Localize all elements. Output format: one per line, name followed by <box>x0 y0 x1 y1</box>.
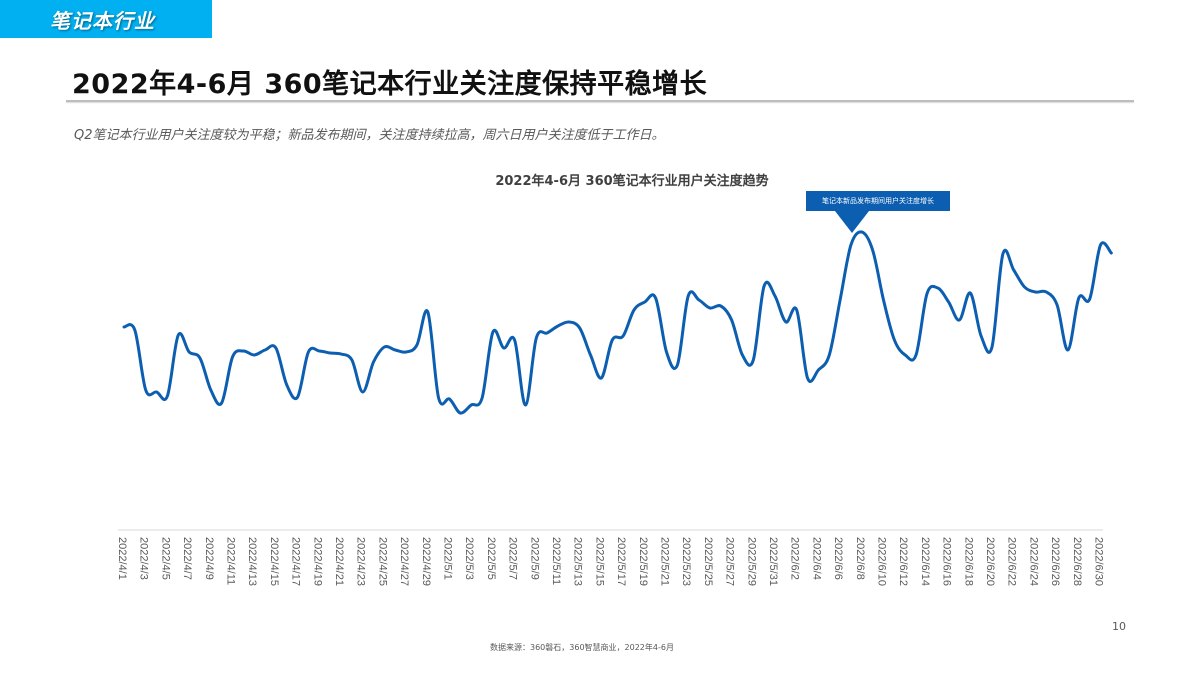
section-tag-label: 笔记本行业 <box>50 9 155 33</box>
x-tick-label: 2022/6/18 <box>962 537 974 586</box>
x-tick-label: 2022/6/24 <box>1027 537 1039 586</box>
x-tick-label: 2022/4/19 <box>311 537 323 586</box>
x-tick-label: 2022/5/27 <box>724 537 736 586</box>
chart-title-text: 2022年4-6月 360笔记本行业用户关注度趋势 <box>495 174 769 189</box>
x-tick-label: 2022/6/22 <box>1006 537 1018 586</box>
x-tick-label: 2022/4/9 <box>203 537 215 580</box>
x-tick-label: 2022/5/9 <box>528 537 540 580</box>
title-divider <box>66 100 1134 102</box>
x-tick-label: 2022/6/16 <box>941 537 953 586</box>
x-tick-label: 2022/6/26 <box>1049 537 1061 586</box>
x-tick-label: 2022/4/3 <box>138 537 150 580</box>
x-tick-label: 2022/6/8 <box>854 537 866 580</box>
x-tick-label: 2022/4/27 <box>398 537 410 586</box>
x-tick-label: 2022/6/4 <box>810 537 822 580</box>
x-tick-label: 2022/4/25 <box>376 537 388 586</box>
x-tick-label: 2022/5/23 <box>680 537 692 586</box>
section-tag: 笔记本行业 <box>0 0 212 38</box>
x-tick-label: 2022/6/30 <box>1093 537 1105 586</box>
chart-title: 2022年4-6月 360笔记本行业用户关注度趋势 <box>0 170 1200 189</box>
x-tick-label: 2022/6/28 <box>1071 537 1083 586</box>
x-tick-label: 2022/6/12 <box>897 537 909 586</box>
annotation-pointer <box>835 211 869 233</box>
page-subtitle: Q2笔记本行业用户关注度较为平稳；新品发布期间，关注度持续拉高，周六日用户关注度… <box>74 128 665 143</box>
x-tick-label: 2022/4/15 <box>268 537 280 586</box>
x-tick-label: 2022/5/15 <box>593 537 605 586</box>
x-tick-label: 2022/4/21 <box>333 537 345 586</box>
x-tick-label: 2022/5/7 <box>507 537 519 580</box>
x-tick-label: 2022/4/1 <box>116 537 128 580</box>
x-tick-label: 2022/5/1 <box>442 537 454 580</box>
series-line <box>122 230 1113 415</box>
x-tick-label: 2022/5/11 <box>550 537 562 585</box>
x-tick-label: 2022/5/3 <box>463 537 475 580</box>
x-tick-label: 2022/5/19 <box>637 537 649 586</box>
data-source: 数据来源：360磐石，360智慧商业，2022年4-6月 <box>490 643 674 652</box>
x-tick-label: 2022/5/21 <box>659 537 671 586</box>
x-tick-label: 2022/4/17 <box>290 537 302 586</box>
x-tick-label: 2022/4/23 <box>355 537 367 586</box>
x-tick-label: 2022/4/11 <box>225 537 237 585</box>
page-title: 2022年4-6月 360笔记本行业关注度保持平稳增长 <box>72 69 708 100</box>
x-tick-label: 2022/6/20 <box>984 537 996 586</box>
x-tick-label: 2022/5/31 <box>767 537 779 586</box>
x-tick-label: 2022/6/6 <box>832 537 844 580</box>
x-tick-label: 2022/5/5 <box>485 537 497 580</box>
x-tick-label: 2022/4/5 <box>159 537 171 580</box>
x-tick-label: 2022/5/25 <box>702 537 714 586</box>
x-tick-label: 2022/6/2 <box>789 537 801 580</box>
x-tick-label: 2022/6/10 <box>876 537 888 586</box>
annotation-callout: 笔记本新品发布期间用户关注度增长 <box>806 191 950 211</box>
x-tick-label: 2022/4/7 <box>181 537 193 580</box>
x-tick-label: 2022/5/13 <box>572 537 584 586</box>
page-number: 10 <box>1112 620 1126 633</box>
x-tick-label: 2022/4/29 <box>420 537 432 586</box>
x-tick-label: 2022/4/13 <box>246 537 258 586</box>
x-tick-label: 2022/5/17 <box>615 537 627 586</box>
x-axis-labels: 2022/4/1 2022/4/3 2022/4/5 2022/4/7 2022/4/9… <box>116 537 1105 586</box>
x-tick-label: 2022/5/29 <box>745 537 757 586</box>
x-tick-label: 2022/6/14 <box>919 537 931 586</box>
